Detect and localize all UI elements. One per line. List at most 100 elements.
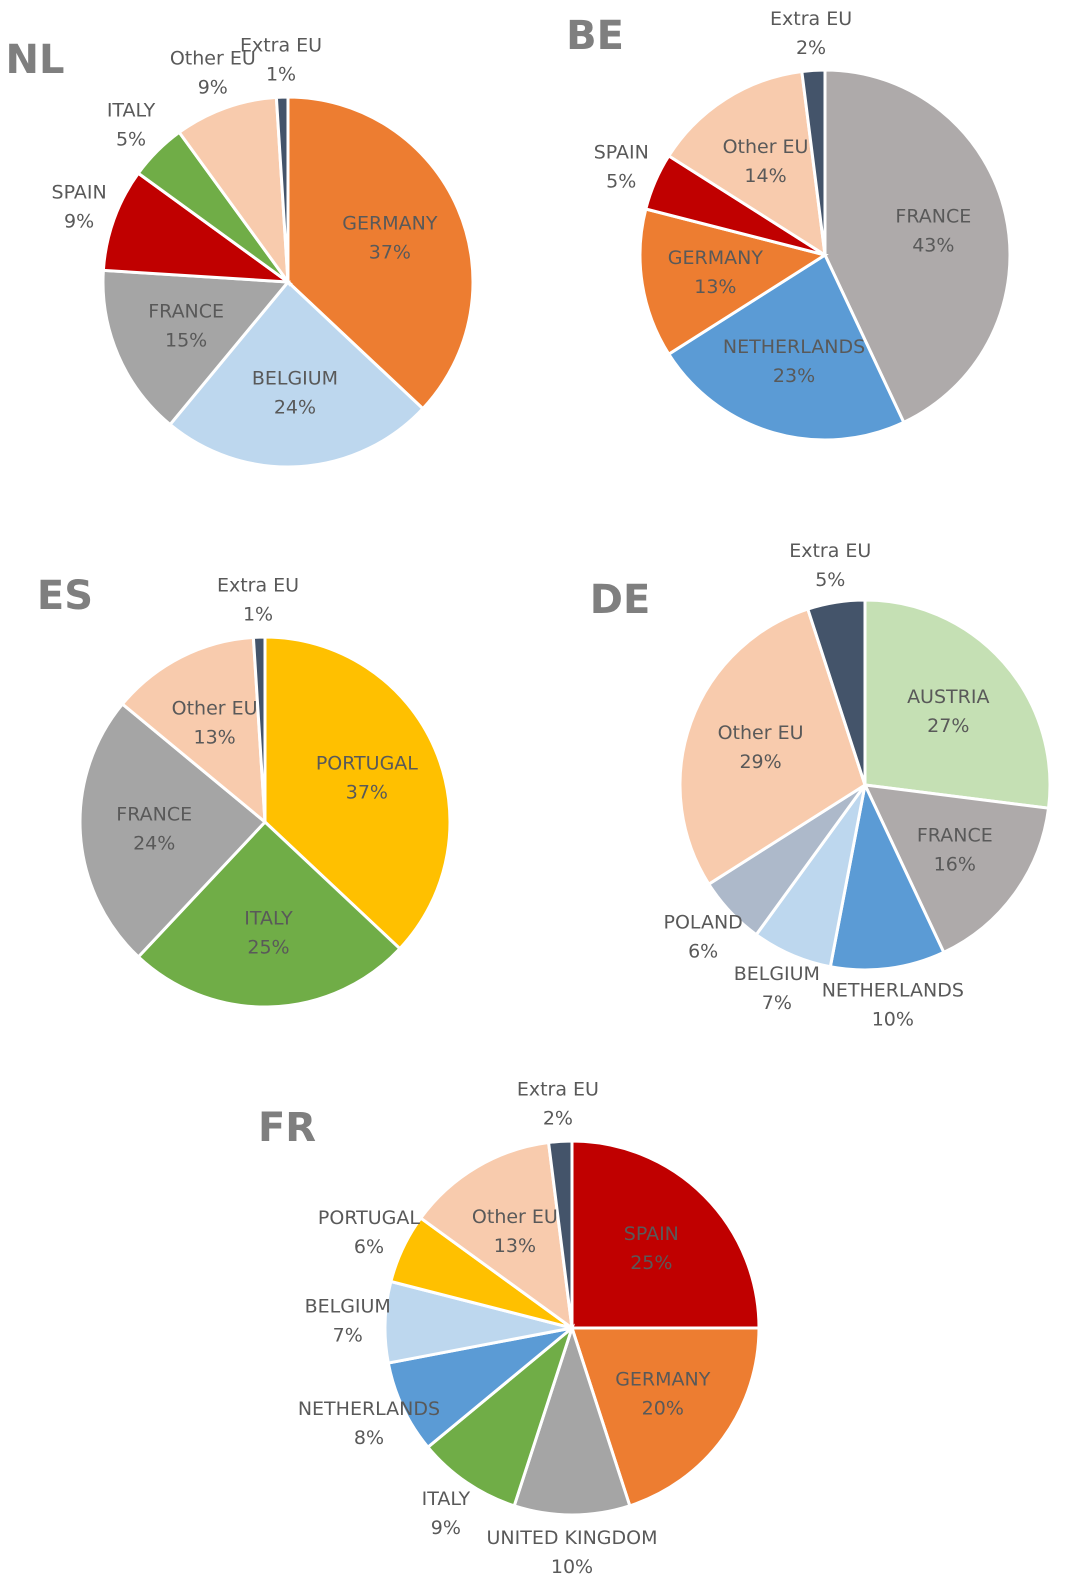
slice-label: Extra EU xyxy=(789,540,871,562)
slice-value-label: 8% xyxy=(354,1427,384,1449)
slice-value-label: 10% xyxy=(872,1009,914,1031)
slice-value-label: 13% xyxy=(694,276,736,298)
slice-value-label: 23% xyxy=(773,365,815,387)
pie-slice xyxy=(862,783,1051,955)
pie-slice xyxy=(569,1326,761,1508)
pie-slice xyxy=(120,635,267,826)
pie-slice xyxy=(512,1323,632,1517)
slice-value-label: 15% xyxy=(165,330,207,352)
slice-value-label: 9% xyxy=(198,77,228,99)
slice-label: Extra EU xyxy=(217,575,299,597)
slice-label: Other EU xyxy=(172,698,258,720)
pie-slice xyxy=(425,1323,576,1508)
slice-value-label: 2% xyxy=(796,37,826,59)
slice-label: ITALY xyxy=(422,1488,471,1510)
slice-label: Other EU xyxy=(170,48,256,70)
pie-slice xyxy=(805,598,867,786)
slice-value-label: 9% xyxy=(64,210,94,232)
pie-slice xyxy=(638,207,829,357)
pie-slice xyxy=(863,598,1052,810)
slice-value-label: 27% xyxy=(927,715,969,737)
slice-value-label: 24% xyxy=(274,396,316,418)
slice-value-label: 20% xyxy=(642,1397,684,1419)
slice-label: SPAIN xyxy=(624,1223,679,1245)
pie-slice xyxy=(800,68,827,256)
slice-value-label: 5% xyxy=(815,569,845,591)
pie-slice xyxy=(546,1139,574,1329)
slice-label: PORTUGAL xyxy=(318,1207,420,1229)
pie-slice xyxy=(418,1140,574,1332)
slice-value-label: 5% xyxy=(116,129,146,151)
slice-value-label: 6% xyxy=(354,1236,384,1258)
slice-value-label: 13% xyxy=(494,1235,536,1257)
pie-slice xyxy=(823,68,1012,425)
slice-label: BELGIUM xyxy=(305,1295,391,1317)
slice-label: UNITED KINGDOM xyxy=(487,1527,658,1549)
pie-slice xyxy=(251,635,267,823)
slice-value-label: 10% xyxy=(551,1556,593,1578)
slice-value-label: 6% xyxy=(688,940,718,962)
slice-value-label: 14% xyxy=(744,165,786,187)
slice-value-label: 37% xyxy=(369,241,411,263)
slice-label: Other EU xyxy=(723,136,809,158)
slice-value-label: 7% xyxy=(333,1324,363,1346)
slice-value-label: 37% xyxy=(346,781,388,803)
pie-slice xyxy=(386,1326,573,1450)
slice-label: GERMANY xyxy=(668,247,764,269)
pie-slice xyxy=(177,95,290,288)
slice-label: Extra EU xyxy=(240,35,322,57)
slice-value-label: 25% xyxy=(247,936,289,958)
slice-label: AUSTRIA xyxy=(907,686,989,708)
slice-value-label: 24% xyxy=(133,832,175,854)
slice-value-label: 13% xyxy=(193,727,235,749)
slice-value-label: 43% xyxy=(912,234,954,256)
slice-label: GERMANY xyxy=(615,1368,711,1390)
slice-label: POLAND xyxy=(664,911,743,933)
pie-slice xyxy=(101,171,294,284)
slice-label: FRANCE xyxy=(917,825,993,847)
slice-value-label: 1% xyxy=(266,64,296,86)
chart-title: FR xyxy=(258,1105,316,1151)
chart-title: BE xyxy=(566,13,624,59)
chart-title: NL xyxy=(6,37,65,83)
pie-slice xyxy=(167,279,425,469)
pie-slice xyxy=(666,69,827,258)
slice-label: ITALY xyxy=(107,100,156,122)
slice-value-label: 9% xyxy=(431,1517,461,1539)
slice-value-label: 2% xyxy=(543,1108,573,1130)
slice-label: NETHERLANDS xyxy=(723,336,865,358)
slice-label: Extra EU xyxy=(770,8,852,30)
pie-slice xyxy=(828,780,946,972)
slice-label: FRANCE xyxy=(148,301,224,323)
slice-label: Other EU xyxy=(472,1206,558,1228)
pie-slice xyxy=(274,95,290,283)
slice-label: GERMANY xyxy=(342,212,438,234)
pie-slice xyxy=(263,635,452,951)
chart-title: ES xyxy=(37,573,93,619)
pie-slice xyxy=(570,1139,761,1330)
pie-slice xyxy=(666,252,906,442)
slice-value-label: 7% xyxy=(762,992,792,1014)
slice-label: SPAIN xyxy=(52,181,107,203)
slice-label: SPAIN xyxy=(594,141,649,163)
slice-value-label: 29% xyxy=(739,751,781,773)
slice-label: BELGIUM xyxy=(734,963,820,985)
slice-value-label: 5% xyxy=(606,170,636,192)
pie-slice xyxy=(286,95,475,411)
pie-slice xyxy=(678,607,867,887)
slice-label: Other EU xyxy=(718,722,804,744)
chart-title: DE xyxy=(590,577,651,623)
pie-slice xyxy=(78,701,268,959)
pie-slice xyxy=(136,819,402,1009)
slice-label: BELGIUM xyxy=(252,367,338,389)
slice-label: FRANCE xyxy=(895,205,971,227)
slice-label: ITALY xyxy=(244,907,293,929)
slice-label: NETHERLANDS xyxy=(822,980,964,1002)
slice-label: NETHERLANDS xyxy=(298,1398,440,1420)
slice-label: Extra EU xyxy=(517,1079,599,1101)
pie-slice xyxy=(101,268,292,427)
slice-value-label: 25% xyxy=(630,1252,672,1274)
slice-label: PORTUGAL xyxy=(316,752,418,774)
slice-value-label: 16% xyxy=(934,854,976,876)
